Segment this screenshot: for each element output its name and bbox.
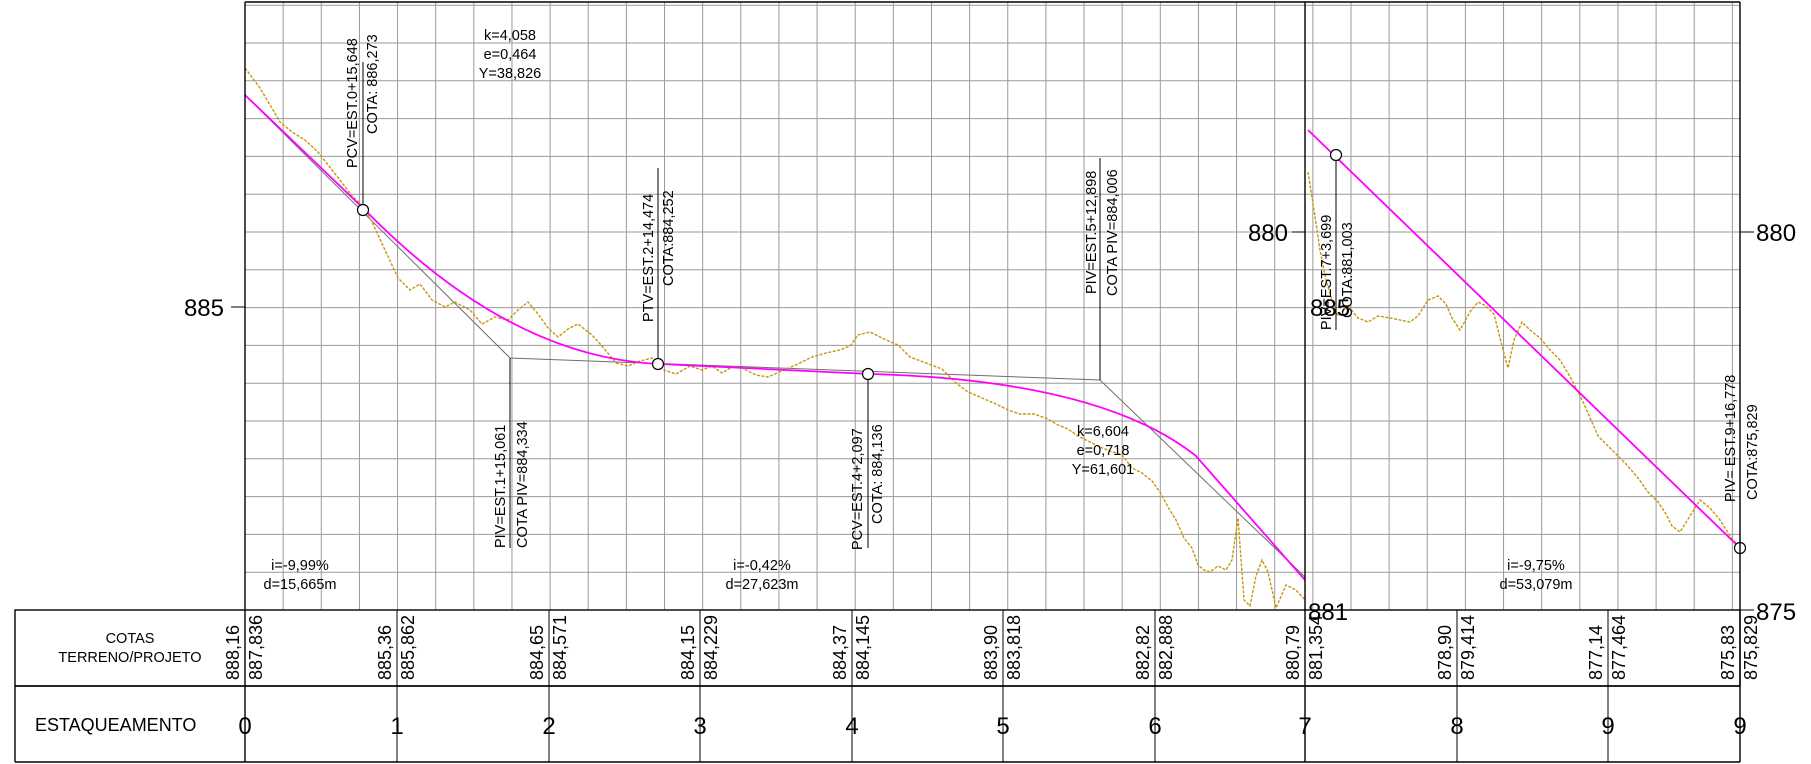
station-label: 8 bbox=[1450, 713, 1463, 740]
grade-2-distance: d=27,623m bbox=[726, 577, 799, 593]
cota-terreno: 884,65 bbox=[527, 625, 547, 680]
axis-label-break-881: 881 bbox=[1308, 599, 1348, 626]
cota-terreno: 885,36 bbox=[375, 625, 395, 680]
station-label: 7 bbox=[1298, 713, 1311, 740]
cota-projeto: 884,145 bbox=[853, 615, 873, 680]
cota-terreno: 883,90 bbox=[981, 625, 1001, 680]
cota-projeto: 887,836 bbox=[246, 615, 266, 680]
design-grade-line bbox=[244, 94, 1306, 581]
pcv2-station-label: PCV=EST.4+2,097 bbox=[850, 428, 866, 550]
cota-terreno: 884,37 bbox=[830, 625, 850, 680]
station-label: 1 bbox=[390, 713, 403, 740]
pv7-elevation-label: COTA:881,003 bbox=[1340, 222, 1356, 318]
grade-3-distance: d=53,079m bbox=[1500, 577, 1573, 593]
station-label: 0 bbox=[238, 713, 251, 740]
cota-projeto: 883,818 bbox=[1004, 615, 1024, 680]
axis-label-right-875: 875 bbox=[1756, 599, 1796, 626]
grade-1-slope: i=-9,99% bbox=[271, 558, 329, 574]
station-label: 5 bbox=[996, 713, 1009, 740]
pcv1-station-label: PCV=EST.0+15,648 bbox=[345, 38, 361, 168]
piv9-elevation-label: COTA:875,829 bbox=[1745, 404, 1761, 500]
curve2-y: Y=61,601 bbox=[1072, 462, 1135, 478]
station-label: 9 bbox=[1733, 713, 1746, 740]
terrain-profile-line bbox=[244, 67, 1306, 611]
cota-projeto: 875,829 bbox=[1741, 615, 1761, 680]
cota-terreno: 882,82 bbox=[1133, 625, 1153, 680]
ptv1-elevation-label: COTA:884,252 bbox=[661, 190, 677, 286]
terrain-profile-line-segment-2 bbox=[1307, 171, 1741, 549]
ptv1-station-label: PTV=EST.2+14,474 bbox=[641, 194, 657, 322]
curve1-k: k=4,058 bbox=[484, 28, 536, 44]
axis-label-break-880: 880 bbox=[1248, 220, 1288, 247]
cota-terreno: 884,15 bbox=[678, 625, 698, 680]
curve1-e: e=0,464 bbox=[484, 47, 537, 63]
cotas-label-line1: COTAS bbox=[106, 631, 155, 647]
station-label: 9 bbox=[1601, 713, 1614, 740]
grade-1-distance: d=15,665m bbox=[264, 577, 337, 593]
station-label: 3 bbox=[693, 713, 706, 740]
cota-terreno: 877,14 bbox=[1586, 625, 1606, 680]
cota-projeto: 884,229 bbox=[701, 615, 721, 680]
pcv1-elevation-label: COTA: 886,273 bbox=[365, 34, 381, 134]
design-grade-line-segment-2 bbox=[1307, 129, 1741, 549]
cota-terreno: 875,83 bbox=[1718, 625, 1738, 680]
grade-3-slope: i=-9,75% bbox=[1507, 558, 1565, 574]
station-label: 2 bbox=[542, 713, 555, 740]
piv1-station-label: PIV=EST.1+15,061 bbox=[493, 425, 509, 548]
curve1-y: Y=38,826 bbox=[479, 66, 542, 82]
cota-projeto: 884,571 bbox=[550, 615, 570, 680]
curve2-k: k=6,604 bbox=[1077, 424, 1129, 440]
station-marks: 0 1 2 3 4 5 6 7 8 9 9 bbox=[238, 610, 1747, 762]
axis-label-right-880: 880 bbox=[1756, 220, 1796, 247]
axis-label-break-885: 885 bbox=[1310, 295, 1350, 322]
grade-2-slope: i=-0,42% bbox=[733, 558, 791, 574]
station-label: 4 bbox=[845, 713, 858, 740]
vertical-tangent-line bbox=[244, 94, 1306, 578]
cotas-label-line2: TERRENO/PROJETO bbox=[58, 650, 201, 666]
pcv1-marker bbox=[356, 203, 370, 217]
pcv2-elevation-label: COTA: 884,136 bbox=[870, 424, 886, 524]
cota-terreno: 880,79 bbox=[1283, 625, 1303, 680]
cota-projeto: 877,464 bbox=[1609, 615, 1629, 680]
cota-projeto: 882,888 bbox=[1156, 615, 1176, 680]
piv9-station-label: PIV= EST.9+16,778 bbox=[1723, 375, 1739, 502]
cota-projeto: 885,862 bbox=[398, 615, 418, 680]
cota-terreno: 888,16 bbox=[223, 625, 243, 680]
stakes-label: ESTAQUEAMENTO bbox=[35, 715, 196, 735]
cota-terreno: 878,90 bbox=[1435, 625, 1455, 680]
ptv1-marker bbox=[651, 357, 665, 371]
cotas-values: 888,16 887,836 885,36 885,862 884,65 884,571 8… bbox=[223, 615, 1761, 680]
curve2-e: e=0,718 bbox=[1077, 443, 1130, 459]
axis-label-left-885: 885 bbox=[184, 295, 224, 322]
pv7-marker bbox=[1329, 148, 1343, 162]
profile-grid bbox=[245, 2, 1740, 610]
piv1-elevation-label: COTA PIV=884,334 bbox=[515, 421, 531, 548]
pv7-station-label: PIV=EST.7+3,699 bbox=[1319, 215, 1335, 330]
cota-projeto: 881,354 bbox=[1306, 615, 1326, 680]
cota-projeto: 879,414 bbox=[1458, 615, 1478, 680]
piv2-elevation-label: COTA PIV=884,006 bbox=[1105, 169, 1121, 296]
cotas-row-frame bbox=[14, 609, 1741, 687]
piv2-station-label: PIV=EST.5+12,898 bbox=[1084, 171, 1100, 294]
pcv2-marker bbox=[861, 367, 875, 381]
station-label: 6 bbox=[1148, 713, 1161, 740]
